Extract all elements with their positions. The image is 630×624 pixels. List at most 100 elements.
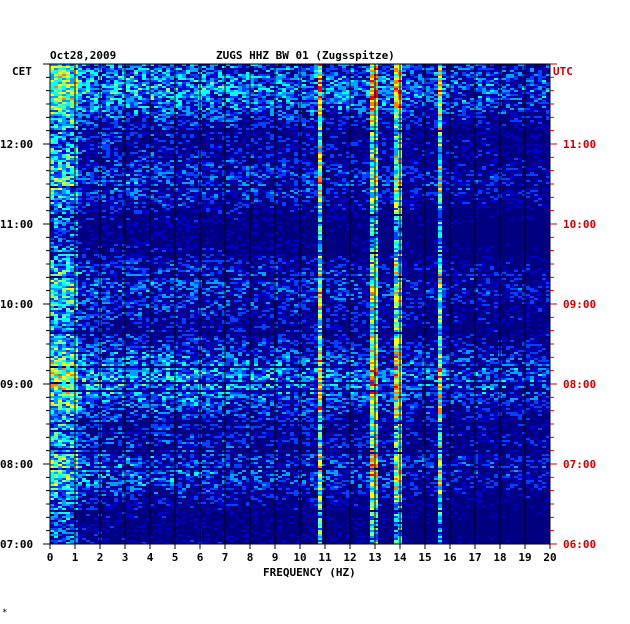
heatmap-cell xyxy=(210,72,214,74)
heatmap-cell xyxy=(438,76,442,78)
heatmap-cell xyxy=(142,126,146,128)
heatmap-cell xyxy=(138,136,142,138)
heatmap-cell xyxy=(302,96,306,98)
heatmap-cell xyxy=(494,118,498,120)
heatmap-cell xyxy=(250,190,254,192)
heatmap-cell xyxy=(66,82,70,84)
heatmap-cell xyxy=(174,148,178,150)
heatmap-cell xyxy=(262,174,266,176)
heatmap-cell xyxy=(494,106,498,108)
heatmap-cell xyxy=(146,160,150,162)
heatmap-cell xyxy=(362,174,366,176)
heatmap-cell xyxy=(542,78,546,80)
heatmap-cell xyxy=(410,74,414,76)
heatmap-cell xyxy=(278,172,282,174)
heatmap-cell xyxy=(522,74,526,76)
heatmap-cell xyxy=(158,64,162,66)
heatmap-cell xyxy=(374,120,378,122)
heatmap-cell xyxy=(326,98,330,100)
heatmap-cell xyxy=(494,136,498,138)
heatmap-cell xyxy=(294,162,298,164)
heatmap-cell xyxy=(138,190,142,192)
heatmap-cell xyxy=(290,120,294,122)
heatmap-cell xyxy=(154,120,158,122)
heatmap-cell xyxy=(106,80,110,82)
heatmap-cell xyxy=(414,98,418,100)
heatmap-cell xyxy=(94,136,98,138)
heatmap-cell xyxy=(270,76,274,78)
heatmap-cell xyxy=(214,112,218,114)
heatmap-cell xyxy=(442,124,446,126)
heatmap-cell xyxy=(494,88,498,90)
heatmap-cell xyxy=(438,186,442,188)
heatmap-cell xyxy=(506,74,510,76)
heatmap-cell xyxy=(130,94,134,96)
heatmap-cell xyxy=(534,148,538,150)
heatmap-cell xyxy=(342,174,346,176)
heatmap-cell xyxy=(54,172,58,174)
heatmap-cell xyxy=(318,186,322,188)
heatmap-cell xyxy=(426,182,430,184)
heatmap-cell xyxy=(86,164,90,166)
heatmap-cell xyxy=(174,94,178,96)
heatmap-cell xyxy=(50,104,54,106)
heatmap-cell xyxy=(510,94,514,96)
heatmap-cell xyxy=(174,132,178,134)
heatmap-cell xyxy=(406,116,410,118)
heatmap-cell xyxy=(378,88,382,90)
heatmap-cell xyxy=(446,104,450,106)
heatmap-cell xyxy=(266,174,270,176)
heatmap-cell xyxy=(510,112,514,114)
heatmap-cell xyxy=(246,114,250,116)
heatmap-cell xyxy=(170,102,174,104)
heatmap-cell xyxy=(414,164,418,166)
heatmap-cell xyxy=(246,90,250,92)
heatmap-cell xyxy=(530,84,534,86)
heatmap-cell xyxy=(310,68,314,70)
heatmap-cell xyxy=(478,102,482,104)
heatmap-cell xyxy=(354,162,358,164)
heatmap-cell xyxy=(278,184,282,186)
heatmap-cell xyxy=(286,102,290,104)
heatmap-cell xyxy=(354,78,358,80)
heatmap-cell xyxy=(194,170,198,172)
heatmap-cell xyxy=(194,124,198,126)
heatmap-cell xyxy=(478,72,482,74)
heatmap-cell xyxy=(66,144,70,146)
heatmap-cell xyxy=(186,80,190,82)
heatmap-cell xyxy=(538,82,542,84)
heatmap-cell xyxy=(242,104,246,106)
heatmap-cell xyxy=(438,164,442,166)
heatmap-cell xyxy=(286,126,290,128)
heatmap-cell xyxy=(234,154,238,156)
heatmap-cell xyxy=(214,118,218,120)
heatmap-cell xyxy=(162,182,166,184)
heatmap-cell xyxy=(186,174,190,176)
heatmap-cell xyxy=(374,160,378,162)
heatmap-cell xyxy=(346,104,350,106)
heatmap-cell xyxy=(62,120,66,122)
heatmap-cell xyxy=(378,116,382,118)
heatmap-cell xyxy=(362,90,366,92)
heatmap-cell xyxy=(386,84,390,86)
heatmap-cell xyxy=(102,94,106,96)
heatmap-cell xyxy=(334,184,338,186)
heatmap-cell xyxy=(230,80,234,82)
heatmap-cell xyxy=(194,190,198,192)
heatmap-cell xyxy=(190,108,194,110)
heatmap-cell xyxy=(126,118,130,120)
heatmap-cell xyxy=(94,104,98,106)
heatmap-cell xyxy=(182,94,186,96)
heatmap-cell xyxy=(494,72,498,74)
heatmap-cell xyxy=(478,190,482,192)
heatmap-cell xyxy=(330,84,334,86)
heatmap-cell xyxy=(438,126,442,128)
heatmap-cell xyxy=(474,70,478,72)
heatmap-cell xyxy=(454,166,458,168)
heatmap-cell xyxy=(150,100,154,102)
heatmap-cell xyxy=(254,122,258,124)
heatmap-cell xyxy=(86,94,90,96)
heatmap-cell xyxy=(66,186,70,188)
heatmap-cell xyxy=(206,106,210,108)
heatmap-cell xyxy=(326,96,330,98)
